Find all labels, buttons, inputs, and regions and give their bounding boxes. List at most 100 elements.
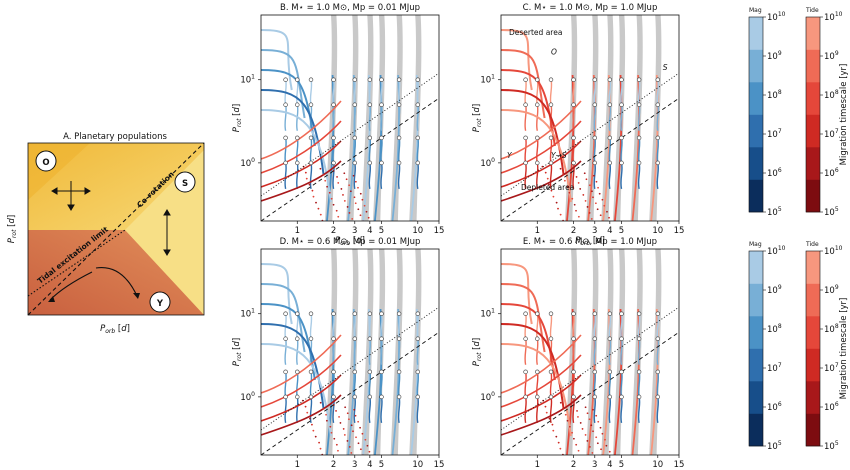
initial-point: [283, 311, 288, 316]
trail-dot: [348, 446, 351, 448]
trail-dot: [314, 435, 317, 438]
initial-point: [396, 160, 402, 166]
initial-point: [548, 336, 554, 341]
y-tick-label: 101: [240, 308, 255, 320]
y-tick-label: 100: [480, 157, 495, 169]
trail-dot: [348, 212, 351, 214]
panel-title: C. M⋆ = 1.0 M⊙, Mp = 1.0 MJup: [523, 3, 658, 13]
initial-point: [283, 77, 288, 82]
trail-dot: [352, 174, 355, 177]
trail-dot: [363, 204, 366, 207]
initial-point: [592, 77, 597, 82]
initial-point: [415, 336, 420, 341]
x-tick-label: 4: [367, 226, 372, 236]
annotation: Depleted area: [521, 183, 574, 192]
trail-dot: [601, 198, 604, 201]
trail-dot: [584, 406, 587, 409]
initial-point: [607, 77, 613, 82]
trail-dot: [330, 197, 333, 200]
initial-point: [548, 160, 554, 166]
initial-point: [367, 77, 373, 82]
colorbar-tick-label: 105: [824, 440, 839, 452]
marker-o: O: [35, 150, 57, 172]
trail-dot: [346, 440, 349, 442]
colorbar-label: Migration timescale [yr]: [839, 298, 849, 400]
plot-area: [261, 15, 439, 221]
initial-point: [367, 102, 373, 107]
track-grey: [377, 15, 386, 221]
marker-y: Y: [149, 291, 171, 313]
track-grey: [409, 15, 419, 221]
trail-dot: [319, 401, 322, 404]
initial-point: [636, 369, 642, 375]
colorbar-title: Mag: [749, 241, 762, 248]
colorbar-tick-label: 1010: [767, 11, 786, 23]
x-tick-label: 4: [367, 460, 372, 470]
colorbar-segment: [806, 17, 820, 50]
track-segment: [536, 313, 539, 340]
panel-title: E. M⋆ = 0.6 M⊙, Mp = 1.0 MJup: [523, 237, 657, 247]
trail-dot: [572, 437, 575, 440]
panel-title: D. M⋆ = 0.6 M⊙, Mp = 0.01 MJup: [280, 237, 421, 247]
colorbar-segment: [806, 114, 820, 148]
trail-dot: [568, 425, 571, 428]
co-rotation-line: [501, 97, 679, 221]
colorbar-tide: Tide 105 106 107 108 109 1010 Migration timesca…: [805, 7, 849, 218]
x-tick-label: 15: [434, 226, 445, 236]
initial-point: [283, 336, 288, 341]
colorbar-segment: [806, 82, 820, 115]
track-segment: [296, 371, 299, 398]
initial-point: [636, 160, 642, 166]
trail-dot: [566, 419, 569, 422]
track-long: [261, 109, 332, 203]
initial-point: [655, 160, 660, 166]
initial-point: [331, 336, 336, 341]
track-rising: [261, 354, 342, 408]
initial-point: [367, 394, 373, 400]
track-grey: [390, 249, 400, 455]
initial-point: [571, 311, 576, 316]
initial-point: [367, 135, 373, 141]
co-rotation-line: [261, 331, 439, 455]
initial-point: [592, 102, 597, 107]
initial-point: [607, 160, 613, 166]
initial-point: [523, 160, 528, 166]
track-grey: [409, 249, 419, 455]
track-long: [501, 109, 572, 203]
initial-point: [415, 311, 420, 316]
panel-title: B. M⋆ = 1.0 M⊙, Mp = 0.01 MJup: [280, 3, 420, 13]
marker-s: S: [174, 171, 196, 193]
initial-point: [535, 311, 540, 316]
track-grey: [635, 15, 643, 221]
initial-point: [352, 77, 357, 82]
svg-text:O: O: [42, 158, 49, 168]
trail-dot: [601, 432, 604, 435]
plot-area: [501, 249, 679, 455]
x-tick-label: 15: [674, 460, 685, 470]
tidal-limit-line: [261, 306, 439, 431]
track-segment: [309, 313, 313, 340]
initial-point: [607, 394, 613, 400]
trail-dot: [338, 416, 340, 418]
trail-dot: [354, 202, 357, 205]
track-grey: [372, 249, 383, 455]
trail-dot: [562, 173, 564, 176]
trail-dot: [308, 183, 311, 186]
track-segment: [284, 104, 287, 131]
initial-point: [415, 369, 420, 375]
track-grey: [569, 15, 578, 221]
track-grey: [630, 249, 640, 455]
x-tick-label: 2: [331, 460, 336, 470]
x-tick-label: 5: [619, 460, 624, 470]
track-grey: [350, 15, 359, 221]
colorbar-tick-label: 108: [767, 89, 782, 101]
trail-dot: [342, 428, 345, 430]
initial-point: [379, 77, 384, 82]
initial-point: [396, 336, 402, 341]
initial-point: [619, 311, 624, 316]
trail-dot: [357, 442, 360, 445]
trail-dot: [368, 450, 371, 453]
track-segment: [536, 396, 539, 424]
initial-point: [655, 77, 660, 82]
initial-point: [367, 369, 373, 375]
